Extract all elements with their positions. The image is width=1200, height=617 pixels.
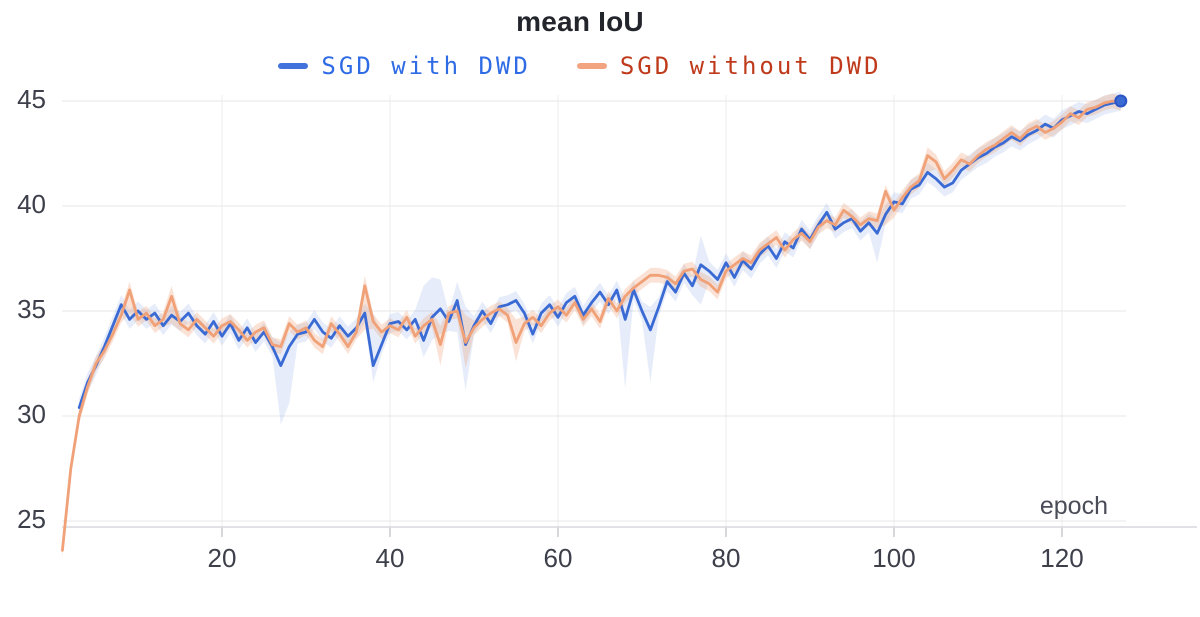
y-axis-tick-label: 35 xyxy=(17,294,46,324)
chart-title: mean IoU xyxy=(516,6,644,37)
x-axis-tick-label: 60 xyxy=(544,543,573,573)
legend-item-label: SGD with DWD xyxy=(321,52,531,80)
legend-item-sgd-without-dwd[interactable]: SGD without DWD xyxy=(576,52,882,80)
series-band-1 xyxy=(62,93,1121,558)
legend-item-sgd-with-dwd[interactable]: SGD with DWD xyxy=(278,52,530,80)
legend: SGD with DWD SGD without DWD xyxy=(0,52,1160,80)
series-band-0 xyxy=(79,91,1121,425)
x-axis-title: epoch xyxy=(1040,492,1108,520)
y-axis-tick-label: 40 xyxy=(17,189,46,219)
y-axis-tick-label: 30 xyxy=(17,399,46,429)
legend-line-swatch-icon xyxy=(576,63,607,69)
x-axis-tick-label: 100 xyxy=(872,543,915,573)
legend-line-swatch-icon xyxy=(278,63,309,69)
latest-point-marker xyxy=(1114,94,1128,108)
x-axis-tick-label: 20 xyxy=(208,543,237,573)
x-axis-tick-label: 120 xyxy=(1040,543,1083,573)
chart-header: mean IoU SGD with DWD SGD without DWD xyxy=(0,0,1160,80)
y-axis-tick-label: 45 xyxy=(17,84,46,114)
series-line-0 xyxy=(77,99,1123,409)
y-axis-tick-label: 25 xyxy=(17,504,46,534)
x-axis-tick-label: 80 xyxy=(712,543,741,573)
x-axis-tick-label: 40 xyxy=(376,543,405,573)
legend-item-label: SGD without DWD xyxy=(619,52,882,80)
series-line-1 xyxy=(61,99,1123,552)
